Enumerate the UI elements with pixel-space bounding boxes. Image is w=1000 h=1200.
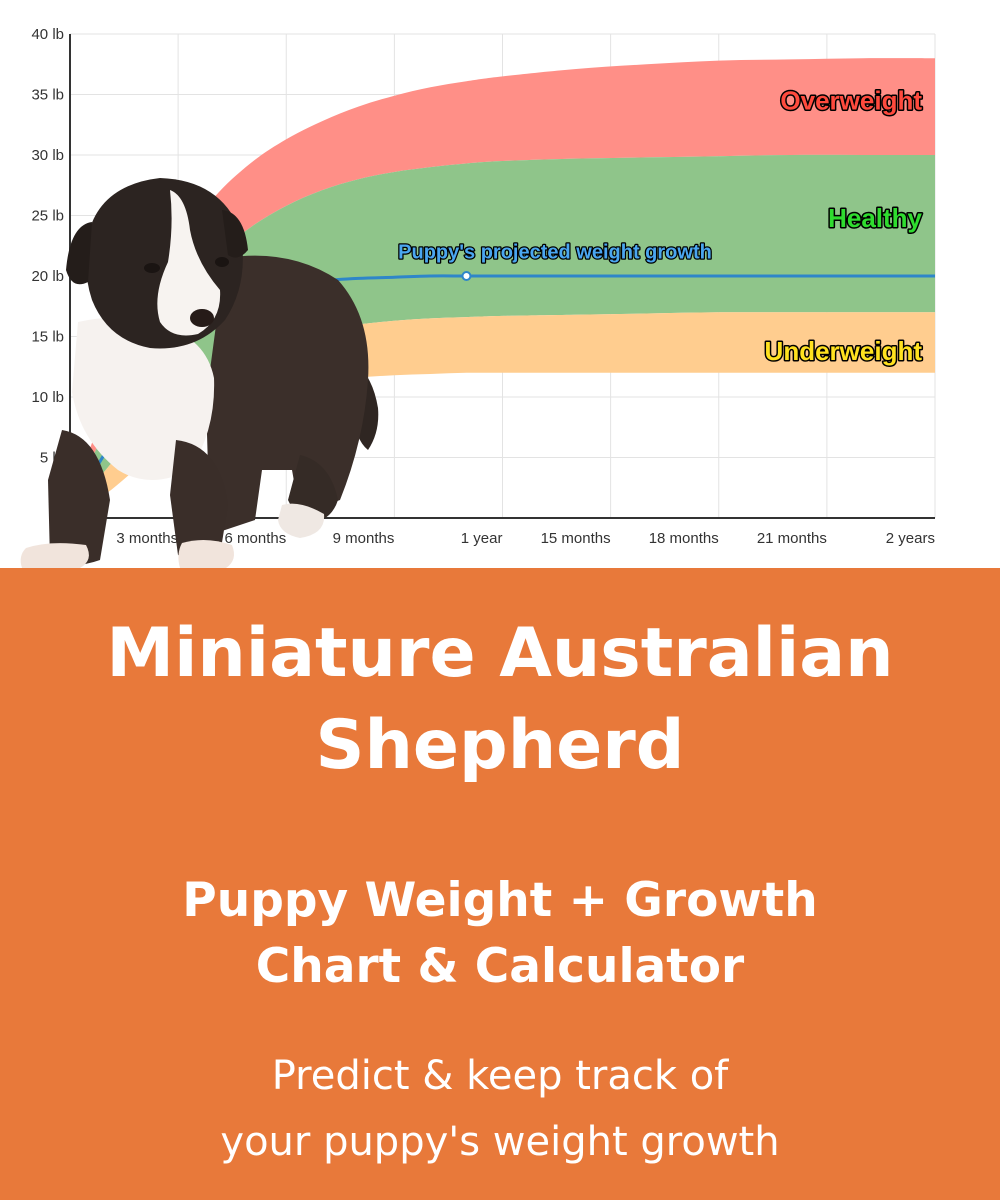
x-tick-label: 2 years bbox=[886, 530, 935, 547]
subtitle-line-2: Chart & Calculator bbox=[255, 939, 745, 994]
x-tick-label: 21 months bbox=[757, 530, 827, 547]
y-tick-label: 15 lb bbox=[31, 329, 64, 346]
tagline: Predict & keep track of your puppy's wei… bbox=[20, 1043, 980, 1175]
title-banner: Miniature Australian Shepherd Puppy Weig… bbox=[0, 568, 1000, 1200]
breed-title-line-2: Shepherd bbox=[315, 706, 685, 785]
x-tick-label: 18 months bbox=[649, 530, 719, 547]
band-overweight bbox=[70, 58, 935, 511]
x-tick-label: 9 months bbox=[333, 530, 395, 547]
y-tick-label: 30 lb bbox=[31, 147, 64, 164]
x-tick-label: 3 months bbox=[116, 530, 178, 547]
breed-title-line-1: Miniature Australian bbox=[106, 614, 894, 693]
band-label-healthy: Healthy bbox=[828, 203, 922, 233]
x-tick-label: 6 months bbox=[225, 530, 287, 547]
chart-subtitle: Puppy Weight + Growth Chart & Calculator bbox=[20, 868, 980, 1000]
projected-weight-marker bbox=[461, 271, 472, 281]
x-tick-label: 1 year bbox=[461, 530, 503, 547]
puppy-photo bbox=[20, 178, 379, 568]
band-healthy bbox=[70, 154, 935, 515]
x-tick-label: 15 months bbox=[541, 530, 611, 547]
tagline-line-2: your puppy's weight growth bbox=[220, 1119, 780, 1165]
y-tick-label: 10 lb bbox=[31, 389, 64, 406]
series-label: Puppy's projected weight growth bbox=[398, 242, 712, 264]
tagline-line-1: Predict & keep track of bbox=[271, 1053, 729, 1099]
y-tick-label: 40 lb bbox=[31, 26, 64, 43]
band-label-overweight: Overweight bbox=[780, 86, 922, 116]
breed-title: Miniature Australian Shepherd bbox=[20, 608, 980, 792]
y-tick-label: 20 lb bbox=[31, 268, 64, 285]
y-tick-label: 35 lb bbox=[31, 87, 64, 104]
y-tick-label: 25 lb bbox=[31, 208, 64, 225]
band-label-underweight: Underweight bbox=[765, 336, 923, 366]
subtitle-line-1: Puppy Weight + Growth bbox=[182, 873, 818, 928]
